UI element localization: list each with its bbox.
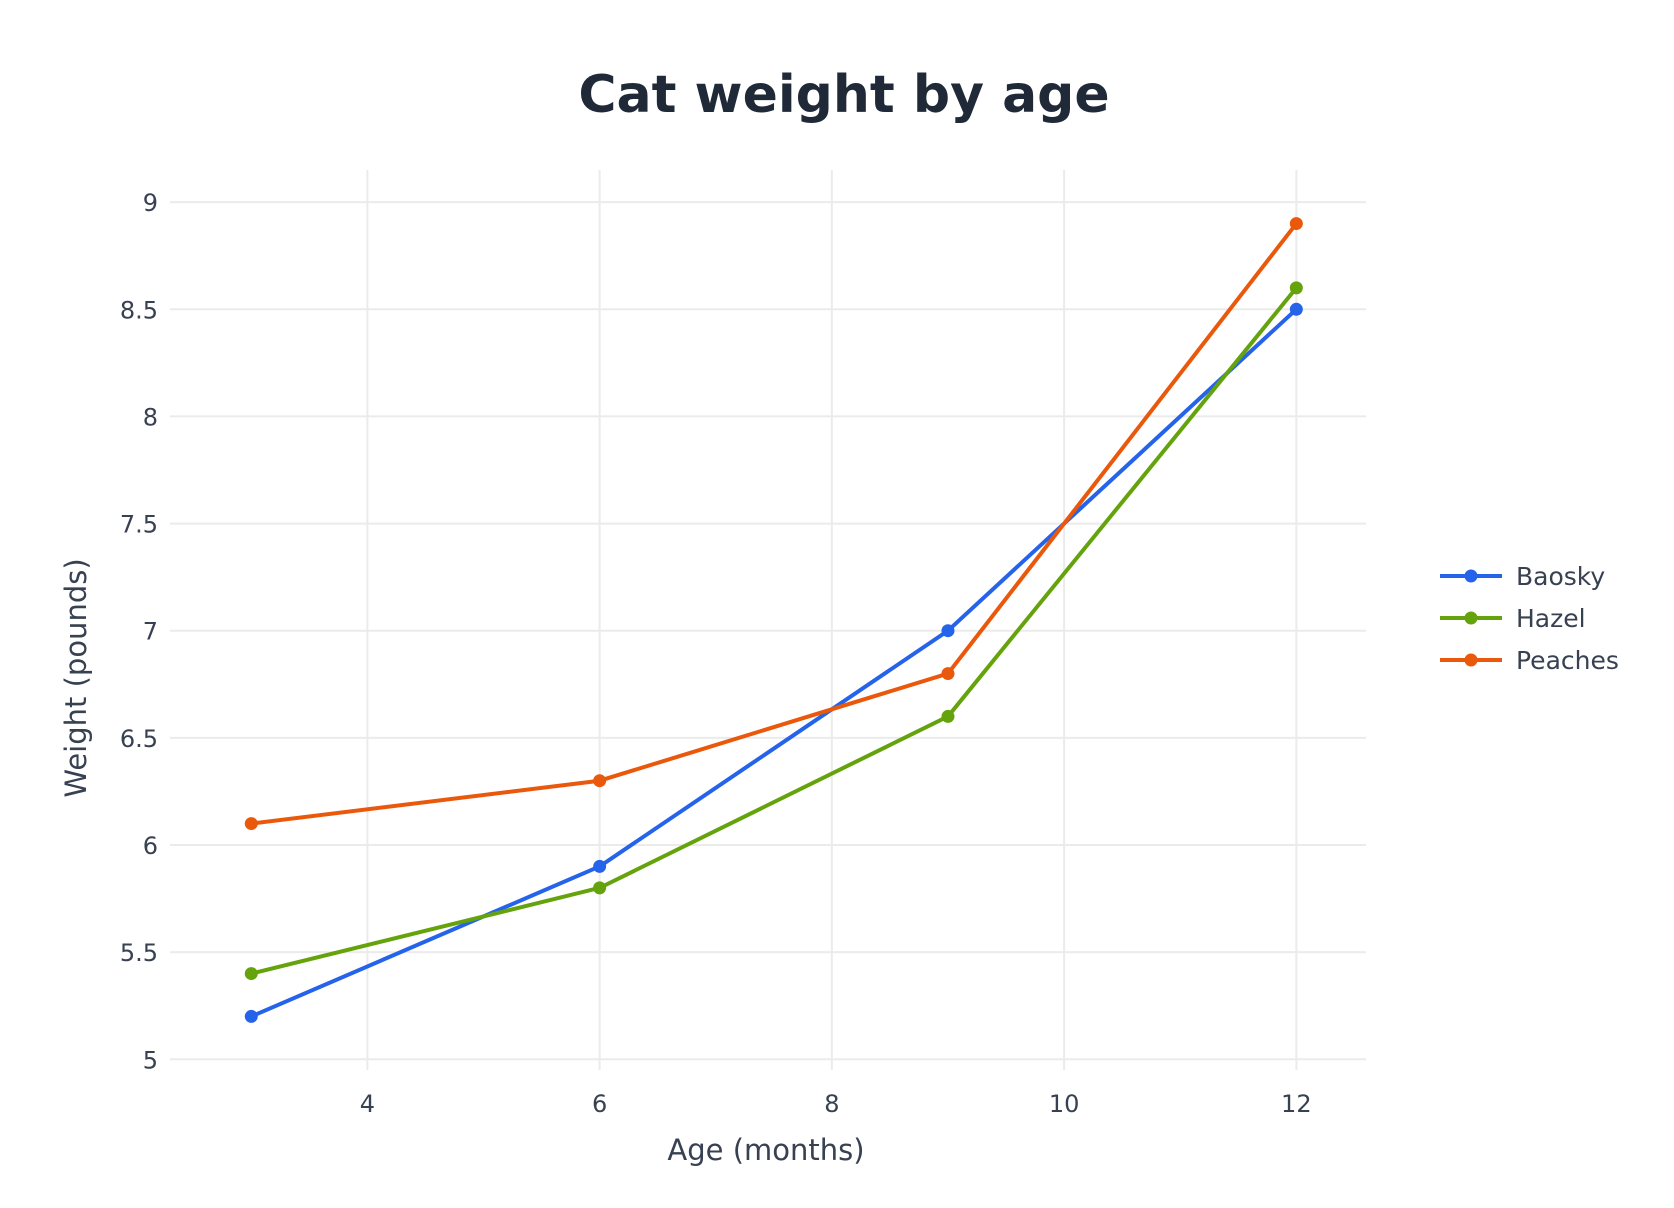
y-tick-label: 7.5 [120, 511, 158, 539]
y-tick-label: 8 [143, 403, 158, 431]
x-tick-label: 4 [360, 1090, 375, 1118]
y-tick-label: 5 [143, 1046, 158, 1074]
series-hazel [244, 281, 1303, 981]
data-point-hazel [1289, 281, 1303, 295]
data-point-hazel [941, 709, 955, 723]
y-tick-label: 6.5 [120, 725, 158, 753]
data-point-peaches [593, 774, 607, 788]
data-point-hazel [244, 967, 258, 981]
series-baosky [244, 302, 1303, 1023]
legend: Baosky Hazel Peaches [1440, 562, 1619, 675]
data-point-peaches [244, 817, 258, 831]
legend-label: Baosky [1516, 562, 1605, 591]
axis-ticks: 4 6 8 10 12 5 5.5 6 6.5 7 7.5 8 8.5 9 [120, 189, 1312, 1118]
data-point-baosky [244, 1009, 258, 1023]
legend-item-baosky[interactable]: Baosky [1440, 562, 1605, 591]
legend-swatch-marker [1464, 569, 1478, 583]
y-tick-label: 8.5 [120, 296, 158, 324]
x-tick-label: 8 [824, 1090, 839, 1118]
chart-title: Cat weight by age [578, 65, 1109, 125]
y-tick-label: 9 [143, 189, 158, 217]
data-point-baosky [941, 624, 955, 638]
legend-item-hazel[interactable]: Hazel [1440, 604, 1586, 633]
x-axis-title: Age (months) [667, 1133, 864, 1167]
legend-swatch-marker [1464, 653, 1478, 667]
y-tick-label: 6 [143, 832, 158, 860]
legend-item-peaches[interactable]: Peaches [1440, 646, 1619, 675]
series-line-peaches [249, 221, 1299, 826]
series-line-hazel [249, 285, 1299, 976]
data-point-peaches [941, 667, 955, 681]
legend-label: Hazel [1516, 604, 1586, 633]
grid [170, 170, 1366, 1070]
x-tick-label: 10 [1049, 1090, 1080, 1118]
data-point-hazel [593, 881, 607, 895]
plot-series [244, 217, 1303, 1023]
y-tick-label: 5.5 [120, 939, 158, 967]
y-axis-title: Weight (pounds) [59, 558, 93, 797]
y-tick-label: 7 [143, 618, 158, 646]
data-point-baosky [593, 859, 607, 873]
data-point-baosky [1289, 302, 1303, 316]
x-tick-label: 12 [1281, 1090, 1312, 1118]
x-tick-label: 6 [592, 1090, 607, 1118]
series-peaches [244, 217, 1303, 831]
legend-label: Peaches [1516, 646, 1619, 675]
data-point-peaches [1289, 217, 1303, 231]
legend-swatch-marker [1464, 611, 1478, 625]
series-line-baosky [249, 307, 1299, 1019]
